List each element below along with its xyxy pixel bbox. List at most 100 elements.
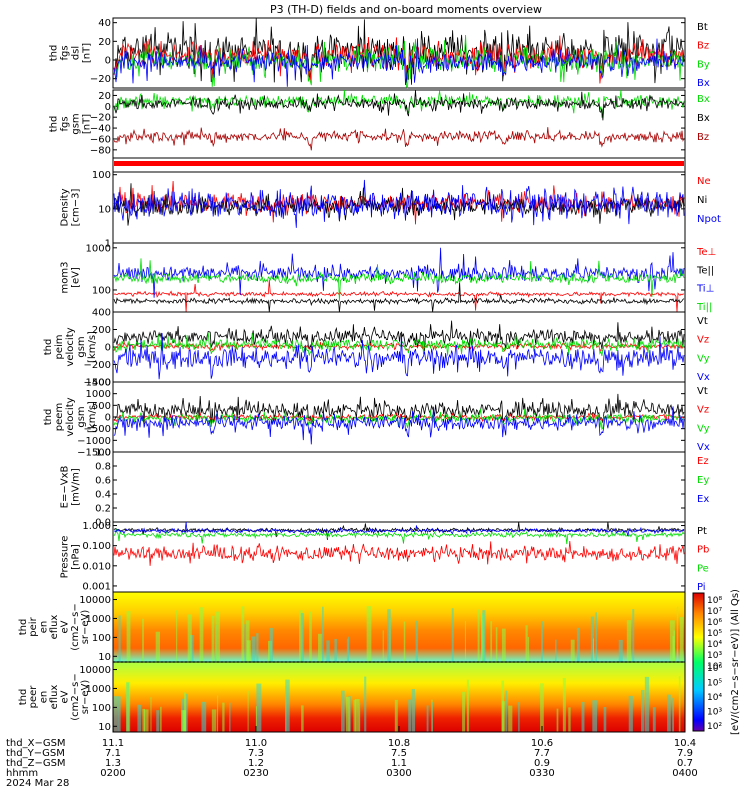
legend-Npot: Npot	[697, 214, 721, 225]
spectrogram-stripe	[155, 631, 160, 662]
spectrogram-stripe	[590, 616, 595, 662]
spectrogram-stripe	[326, 640, 330, 662]
spectrogram-stripe	[187, 614, 192, 662]
spectrogram-stripe	[676, 606, 679, 662]
spectrogram-stripe	[626, 620, 632, 662]
y-axis-label: thdfgsgsm[nT]	[49, 113, 93, 134]
y-tick-label: −40	[90, 124, 111, 135]
y-tick-label: 1000	[86, 243, 111, 254]
x-tick-label-x: 10.4	[674, 738, 696, 749]
series-Vt	[113, 320, 685, 352]
series-Bx	[113, 90, 685, 121]
spectrogram-stripe	[285, 679, 290, 732]
spectrogram-stripe	[300, 613, 304, 662]
y-tick-label: −20	[90, 74, 111, 85]
colorbar-tick-label: 10⁸	[707, 596, 722, 606]
series-Ti||	[113, 258, 685, 302]
spectrogram-stripe	[415, 620, 418, 662]
y-tick-label: 500	[92, 401, 111, 412]
series-Vz	[113, 411, 685, 424]
y-tick-label: 20	[98, 37, 111, 48]
spectrogram-stripe	[562, 678, 566, 732]
legend-Bt: Bt	[697, 22, 708, 33]
y-tick-label: 0	[105, 413, 111, 424]
legend-Vt: Vt	[697, 316, 708, 327]
spectrogram-stripe	[345, 696, 350, 732]
spectrogram-stripe	[570, 639, 575, 662]
spectrogram-stripe	[518, 702, 520, 732]
x-row-label: thd_Z−GSM	[6, 758, 66, 769]
colorbar-tick-label: 10⁵	[707, 679, 722, 689]
y-axis-label: mom3[eV]	[60, 262, 82, 294]
spectrogram-stripe	[501, 628, 506, 662]
series-Bx	[113, 38, 685, 87]
spectrogram-stripe	[255, 706, 258, 732]
x-row-label: thd_X−GSM	[6, 738, 66, 749]
y-tick-label: 100	[92, 633, 111, 644]
spectrogram-stripe	[256, 683, 262, 732]
spectrogram-stripe	[211, 615, 215, 662]
legend-Ex: Ex	[697, 494, 709, 505]
spectrogram-stripe	[672, 697, 675, 732]
y-tick-label: 20	[98, 91, 111, 102]
y-tick-label: 100	[92, 285, 111, 296]
spectrogram-stripe	[256, 633, 259, 662]
panel-temp: 1000 100 mom3[eV] Te⊥ Te|| Ti⊥ Ti||	[60, 242, 716, 313]
spectrogram-stripe	[176, 610, 178, 662]
panel-efield: 1.0 0.8 0.6 0.4 0.2 0.0 E=−VxB[mV/m] Ez Ey Ex	[60, 448, 710, 529]
spectrogram-stripe	[673, 630, 676, 662]
y-tick-label: 0.6	[95, 476, 111, 487]
legend-Vt: Vt	[697, 386, 708, 397]
spectrogram-stripe	[246, 640, 251, 662]
y-axis-label: thdpeimvelocitygsm[km/s]	[43, 327, 98, 366]
spectrogram-stripe	[247, 690, 249, 732]
colorbar-tick-label: 10⁶	[707, 664, 722, 674]
spectrogram-stripe	[353, 699, 356, 732]
legend-Pt: Pt	[697, 526, 707, 537]
legend-Pi: Pi	[697, 582, 706, 593]
legend-Te⊥: Te⊥	[696, 247, 716, 258]
spectrogram-stripe	[394, 699, 398, 732]
spectrogram-stripe	[244, 624, 247, 662]
y-tick-label: 0.4	[95, 490, 111, 501]
spectrogram-stripe	[652, 707, 656, 732]
y-tick-label: −500	[84, 424, 111, 435]
panel-flag	[112, 157, 686, 173]
y-tick-label: −80	[90, 145, 111, 156]
legend-Ey: Ey	[697, 475, 709, 486]
spectrogram-stripe	[464, 620, 466, 662]
series-Te||	[113, 281, 685, 313]
spectrogram-stripe	[501, 701, 506, 732]
colorbar-tick-label: 10⁵	[707, 629, 722, 639]
y-tick-label: 40	[98, 18, 111, 29]
x-tick-label-z: 1.3	[105, 758, 121, 769]
spectrogram-stripe	[431, 702, 433, 732]
y-tick-label: 1	[105, 239, 111, 250]
spectrogram-stripe	[541, 621, 543, 662]
spectrogram-stripe	[321, 606, 324, 662]
spectrogram-stripe	[364, 676, 367, 732]
y-tick-label: −400	[84, 378, 111, 389]
spectrogram-stripe	[215, 611, 220, 662]
spectrogram-stripe	[641, 690, 645, 732]
panel-fgs-gsm: 200−20−40−60−80 thdfgsgsm[nT] Bx Bx Bz	[49, 89, 710, 159]
spectrogram-stripe	[679, 617, 684, 662]
spectrogram-stripe	[222, 702, 225, 732]
x-tick-label-z: 1.2	[248, 758, 264, 769]
x-tick-label-t: 0230	[243, 768, 268, 779]
spectrogram-stripe	[451, 608, 454, 662]
y-tick-label: 0.2	[95, 504, 111, 515]
spectrogram-stripe	[540, 683, 544, 732]
y-tick-label: −60	[90, 134, 111, 145]
series-Pb	[113, 540, 685, 566]
panel-frame	[112, 451, 686, 523]
y-tick-label: 1500	[86, 378, 111, 389]
spectrogram-stripe	[672, 636, 675, 662]
spectrogram-stripe	[568, 707, 571, 732]
spectrogram-stripe	[408, 699, 412, 732]
spectrogram-stripe	[309, 611, 312, 662]
spectrogram-peir: 10000 1000 100 10 thdpeirenefluxeV(cm2−s−sr−…	[18, 591, 686, 663]
